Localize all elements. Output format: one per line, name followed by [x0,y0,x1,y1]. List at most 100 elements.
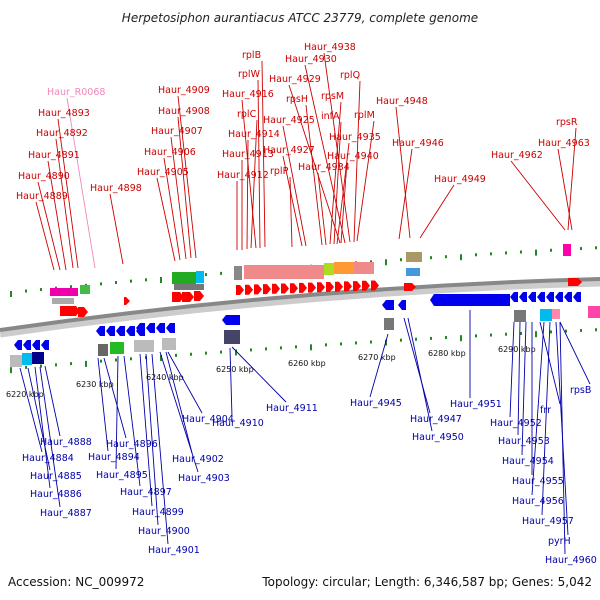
upper-tick [520,250,522,254]
reverse-gene-arrow [126,326,135,336]
label-layer: Haur_R0068 Haur_4893 Haur_4892 Haur_4891 Hau… [16,42,597,566]
leader-line [163,157,181,261]
leader-line [19,367,43,453]
gene-label: Haur_4914 [228,129,280,140]
gene-label: Haur_4911 [266,403,318,414]
gene-label: Haur_4947 [410,414,462,425]
forward-gene-arrow [404,283,416,291]
gene-label: Haur_4905 [137,167,189,178]
upper-tick [40,288,42,292]
tick-label: 6260 kbp [288,359,326,368]
gene-label: Haur_4957 [522,516,574,527]
gene-label: Haur_4900 [138,526,190,537]
leader-line [541,321,551,516]
gene-label: rpsM [321,91,344,102]
feature-block [162,338,176,350]
lower-tick [580,328,582,332]
feature-layer [10,244,600,367]
lower-tick [250,348,252,352]
lower-tick [265,347,267,351]
lower-tick [280,346,282,350]
leader-line [510,160,566,231]
gene-label: Haur_4910 [212,418,264,429]
gene-label: Haur_4934 [298,162,350,173]
leader-line [250,119,258,249]
reverse-gene-arrow [546,292,554,302]
lower-tick [295,345,297,349]
lower-tick [400,338,402,342]
feature-block [10,355,22,367]
leader-line [159,351,199,473]
feature-block [406,252,422,262]
leader-line [47,160,67,271]
accession-text: Accession: NC_009972 [8,575,144,589]
upper-tick [535,249,537,256]
gene-label: Haur_R0068 [47,87,105,98]
reverse-gene-arrow [537,292,545,302]
gene-label: Haur_4930 [285,54,337,65]
gene-label: Haur_4884 [22,453,74,464]
reverse-gene-arrow [146,323,155,333]
upper-tick [550,248,552,252]
forward-gene-arrow [254,284,262,295]
leader-line [57,118,79,269]
leader-line [241,99,257,249]
feature-block [514,310,526,322]
reverse-gene-arrow [528,292,536,302]
reverse-gene-arrow [136,323,145,333]
reverse-gene-arrow [96,326,105,336]
leader-line [403,317,431,414]
leader-line [395,106,411,239]
lower-tick [340,342,342,346]
lower-tick [550,330,552,334]
gene-label: Haur_4912 [217,170,269,181]
reverse-gene-arrow [555,292,563,302]
lower-tick [190,352,192,356]
lower-tick [55,363,57,367]
leader-line [369,333,389,398]
leader-line-layer [19,52,591,555]
reverse-gene-arrow [398,300,406,310]
feature-block [172,272,196,284]
leader-line [353,80,361,243]
tick-label: 6280 kbp [428,349,466,358]
leader-line [407,317,433,432]
feature-block [406,268,420,276]
lower-tick [370,340,372,344]
lower-tick [475,334,477,338]
upper-tick [100,282,102,286]
leader-line [229,347,233,418]
leader-line [317,172,327,246]
gene-label: Haur_4909 [158,85,210,96]
gene-label: Haur_4891 [28,150,80,161]
gene-label: rplM [354,110,375,121]
reverse-gene-arrow [430,294,510,306]
upper-tick [130,279,132,283]
lower-tick [595,328,597,332]
lower-tick [430,336,432,340]
forward-gene-arrow [290,283,298,294]
leader-line [517,321,521,436]
forward-gene-arrow [263,284,271,295]
leader-line [123,355,141,487]
gene-label: Haur_4898 [90,183,142,194]
feature-block [540,309,552,321]
upper-tick [595,246,597,250]
leader-line [35,201,55,271]
gene-label: rplC [237,109,257,120]
leader-line [177,116,192,259]
forward-gene-arrow [272,283,280,294]
forward-gene-arrow [308,282,316,293]
reverse-gene-arrow [166,323,175,333]
lower-tick [40,364,42,368]
upper-tick [580,247,582,251]
leader-line [559,321,591,385]
lower-tick [130,357,132,361]
leader-line [305,104,323,246]
forward-gene-arrow [245,284,253,295]
leader-line [66,97,96,269]
lower-tick [310,344,312,351]
gene-label: Haur_4946 [392,138,444,149]
upper-tick [445,255,447,259]
reverse-gene-arrow [106,326,115,336]
